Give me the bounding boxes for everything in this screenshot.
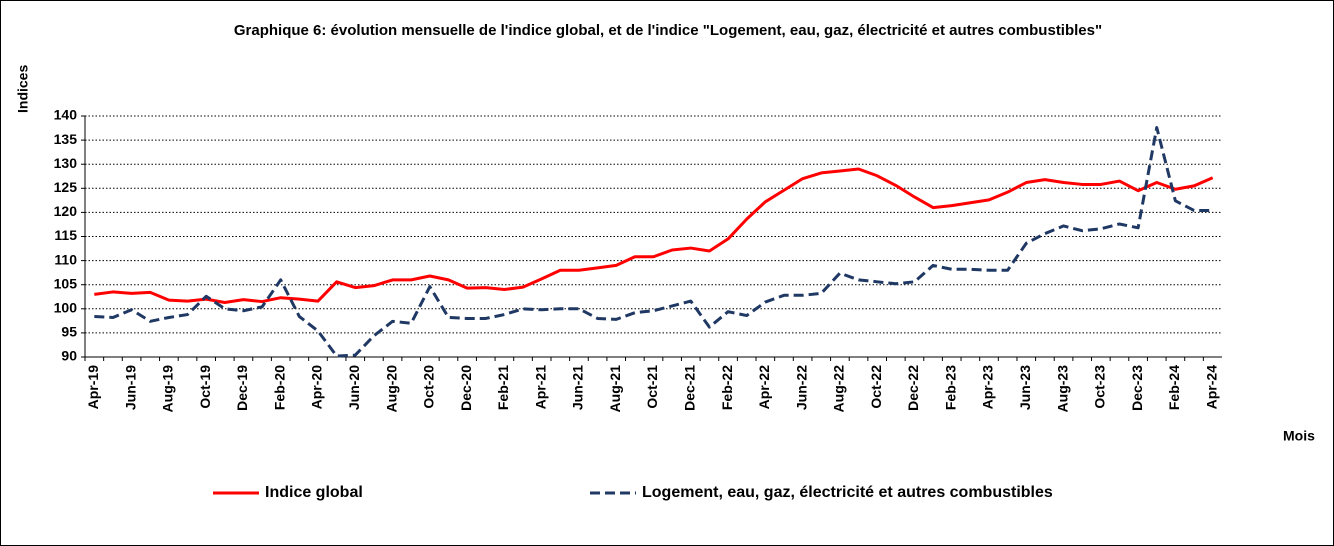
x-tick-label: Apr-22 xyxy=(756,365,772,410)
y-tick-label: 105 xyxy=(54,275,78,291)
x-tick-label: Apr-20 xyxy=(309,365,325,410)
x-tick-label: Apr-19 xyxy=(85,365,101,410)
series-line xyxy=(94,167,1214,305)
x-tick-label: Apr-24 xyxy=(1203,365,1219,410)
y-tick-label: 110 xyxy=(54,251,77,267)
x-tick-label: Feb-21 xyxy=(495,365,511,410)
y-tick-label: 140 xyxy=(54,107,78,123)
x-tick-label: Feb-23 xyxy=(942,365,958,410)
x-tick-label: Oct-20 xyxy=(421,365,437,409)
y-tick-label: 130 xyxy=(54,155,78,171)
y-tick-label: 125 xyxy=(54,179,78,195)
x-tick-label: Aug-22 xyxy=(831,365,847,413)
x-tick-label: Oct-22 xyxy=(868,365,884,409)
x-tick-label: Aug-23 xyxy=(1054,365,1070,413)
x-tick-label: Dec-19 xyxy=(234,365,250,411)
x-tick-label: Jun-22 xyxy=(793,365,809,410)
x-tick-label: Dec-21 xyxy=(681,365,697,411)
series-line xyxy=(94,126,1213,358)
x-tick-label: Apr-23 xyxy=(980,365,996,410)
y-tick-label: 115 xyxy=(54,227,77,243)
y-tick-label: 95 xyxy=(61,324,77,340)
x-tick-label: Jun-19 xyxy=(122,365,138,410)
y-axis-label: Indices xyxy=(15,65,31,113)
x-tick-label: Jun-23 xyxy=(1017,365,1033,410)
y-tick-label: 135 xyxy=(54,131,78,147)
legend-label: Logement, eau, gaz, électricité et autre… xyxy=(642,484,1053,501)
chart-title: Graphique 6: évolution mensuelle de l'in… xyxy=(233,22,1103,39)
x-tick-label: Aug-21 xyxy=(607,365,623,413)
x-tick-label: Aug-19 xyxy=(160,365,176,413)
x-tick-label: Oct-21 xyxy=(644,365,660,409)
x-tick-label: Feb-24 xyxy=(1166,365,1182,410)
x-tick-label: Oct-19 xyxy=(197,365,213,409)
y-tick-label: 120 xyxy=(54,203,78,219)
x-tick-label: Aug-20 xyxy=(383,365,399,413)
x-tick-label: Jun-21 xyxy=(570,365,586,410)
x-tick-label: Dec-20 xyxy=(458,365,474,411)
x-tick-label: Dec-22 xyxy=(905,365,921,411)
x-axis-label: Mois xyxy=(1283,428,1315,444)
x-tick-label: Jun-20 xyxy=(346,365,362,410)
y-tick-label: 100 xyxy=(54,300,78,316)
x-tick-label: Feb-20 xyxy=(271,365,287,410)
legend-label: Indice global xyxy=(265,484,363,501)
y-tick-label: 90 xyxy=(61,348,77,364)
x-tick-label: Oct-23 xyxy=(1092,365,1108,409)
x-tick-label: Dec-23 xyxy=(1129,365,1145,411)
x-tick-label: Apr-21 xyxy=(532,365,548,410)
x-tick-label: Feb-22 xyxy=(719,365,735,410)
